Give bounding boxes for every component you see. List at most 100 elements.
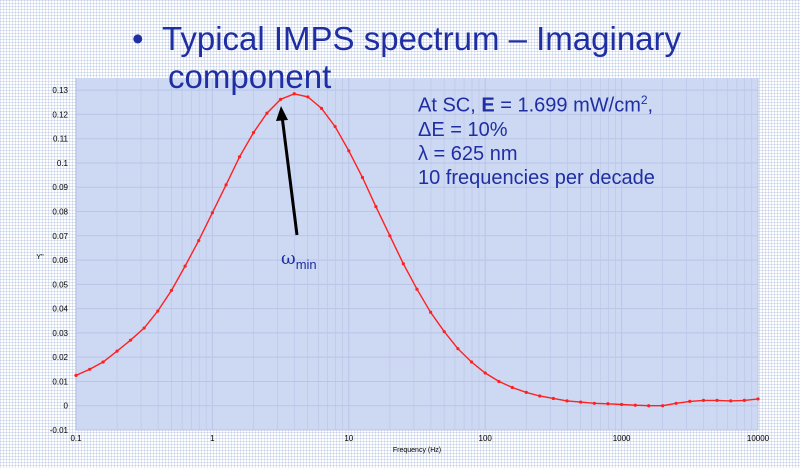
data-point (306, 95, 310, 99)
data-point (606, 402, 610, 406)
data-point (551, 396, 555, 401)
data-point (524, 390, 528, 394)
data-points (74, 92, 760, 408)
plot-area (76, 78, 758, 430)
data-point (224, 183, 228, 187)
data-point (510, 385, 514, 390)
omega-symbol: ω (281, 248, 296, 269)
data-point (142, 326, 146, 330)
data-point (469, 360, 474, 364)
data-point (742, 398, 746, 402)
slide-title: • Typical IMPS spectrum – Imaginary compo… (132, 20, 792, 96)
condition-irradiance-symbol: E (481, 94, 495, 117)
data-point (715, 398, 719, 402)
condition-line-1: At SC, E = 1.699 mW/cm2, (418, 88, 655, 118)
data-point (688, 399, 692, 403)
condition-comma: , (647, 94, 654, 117)
data-point (456, 347, 460, 351)
data-point (278, 97, 283, 101)
x-tick-label: 10000 (747, 434, 770, 443)
y-tick-label: 0.11 (53, 135, 69, 144)
y-tick-label: 0.01 (52, 377, 68, 386)
data-point (401, 262, 405, 266)
data-point (429, 310, 433, 314)
data-point (374, 205, 378, 209)
conditions-text: At SC, E = 1.699 mW/cm2, ΔE = 10% λ = 62… (418, 88, 655, 190)
x-axis-label: Frequency (Hz) (393, 447, 441, 454)
data-point (74, 373, 78, 377)
data-point (388, 234, 392, 238)
condition-line-2: ΔE = 10% (418, 118, 508, 141)
data-point (497, 379, 501, 384)
data-point (756, 397, 760, 401)
omega-subscript: min (295, 257, 317, 272)
data-point (210, 211, 214, 215)
arrow-head (276, 106, 288, 121)
y-tick-label: 0.08 (52, 208, 68, 217)
omega-min-label: ωmin (281, 248, 317, 272)
data-point (592, 401, 596, 405)
y-tick-label: 0.06 (52, 256, 68, 265)
x-tick-label: 1000 (613, 434, 631, 443)
data-point (633, 403, 637, 407)
data-point (88, 367, 92, 371)
data-point (237, 155, 242, 159)
data-point (251, 131, 256, 135)
x-tick-label: 0.1 (70, 434, 82, 443)
arrow-annotation (276, 106, 299, 236)
y-tick-label: 0.1 (57, 159, 69, 168)
data-point (156, 309, 160, 313)
data-point (360, 175, 365, 180)
data-point (620, 402, 624, 407)
y-tick-label: 0.07 (52, 232, 68, 241)
data-point (729, 399, 733, 403)
data-point (265, 111, 269, 115)
condition-irradiance-value: = 1.699 mW/cm (494, 94, 641, 117)
data-point (647, 404, 651, 408)
y-tick-label: 0.13 (52, 86, 68, 95)
data-point (579, 400, 583, 404)
data-point (183, 264, 187, 268)
title-line-2: component (168, 58, 332, 95)
y-tick-label: 0.09 (52, 183, 68, 192)
condition-unit-exponent: 2 (640, 93, 648, 107)
condition-line-3: λ = 625 nm (418, 142, 518, 165)
y-tick-label: 0.03 (52, 329, 68, 338)
x-tick-label: 100 (479, 434, 493, 443)
y-tick-label: 0.05 (52, 280, 68, 289)
data-point (442, 330, 446, 334)
condition-prefix: At SC, (418, 94, 482, 117)
data-point (292, 92, 296, 96)
data-point (538, 394, 542, 398)
data-point (333, 124, 337, 129)
y-tick-label: 0.12 (52, 110, 68, 119)
data-point (415, 287, 419, 291)
gridlines (75, 78, 759, 431)
y-tick-label: -0.01 (50, 426, 69, 435)
y-tick-label: 0.04 (52, 305, 68, 314)
condition-line-4: 10 frequencies per decade (418, 166, 655, 189)
data-point (319, 106, 324, 110)
arrow-shaft (280, 115, 299, 236)
x-tick-label: 10 (344, 434, 353, 443)
title-bullet: • (132, 20, 144, 57)
y-tick-label: 0.02 (52, 353, 68, 362)
data-point (347, 149, 351, 153)
x-tick-label: 1 (210, 434, 215, 443)
data-point (128, 338, 133, 342)
data-point (701, 398, 706, 402)
title-line-1: Typical IMPS spectrum – Imaginary (162, 20, 682, 57)
data-point (101, 360, 105, 364)
y-tick-label: 0 (64, 402, 69, 411)
data-point (674, 401, 678, 405)
data-point (115, 349, 119, 353)
data-point (197, 239, 201, 243)
data-point (661, 404, 665, 408)
data-point (483, 371, 487, 375)
data-point (565, 399, 569, 403)
tick-labels: 0.1 1 10 100 1000 100000.130.120.110.10.090.0… (50, 86, 770, 443)
data-point (169, 288, 174, 293)
y-axis-label: Y'' (36, 254, 43, 261)
